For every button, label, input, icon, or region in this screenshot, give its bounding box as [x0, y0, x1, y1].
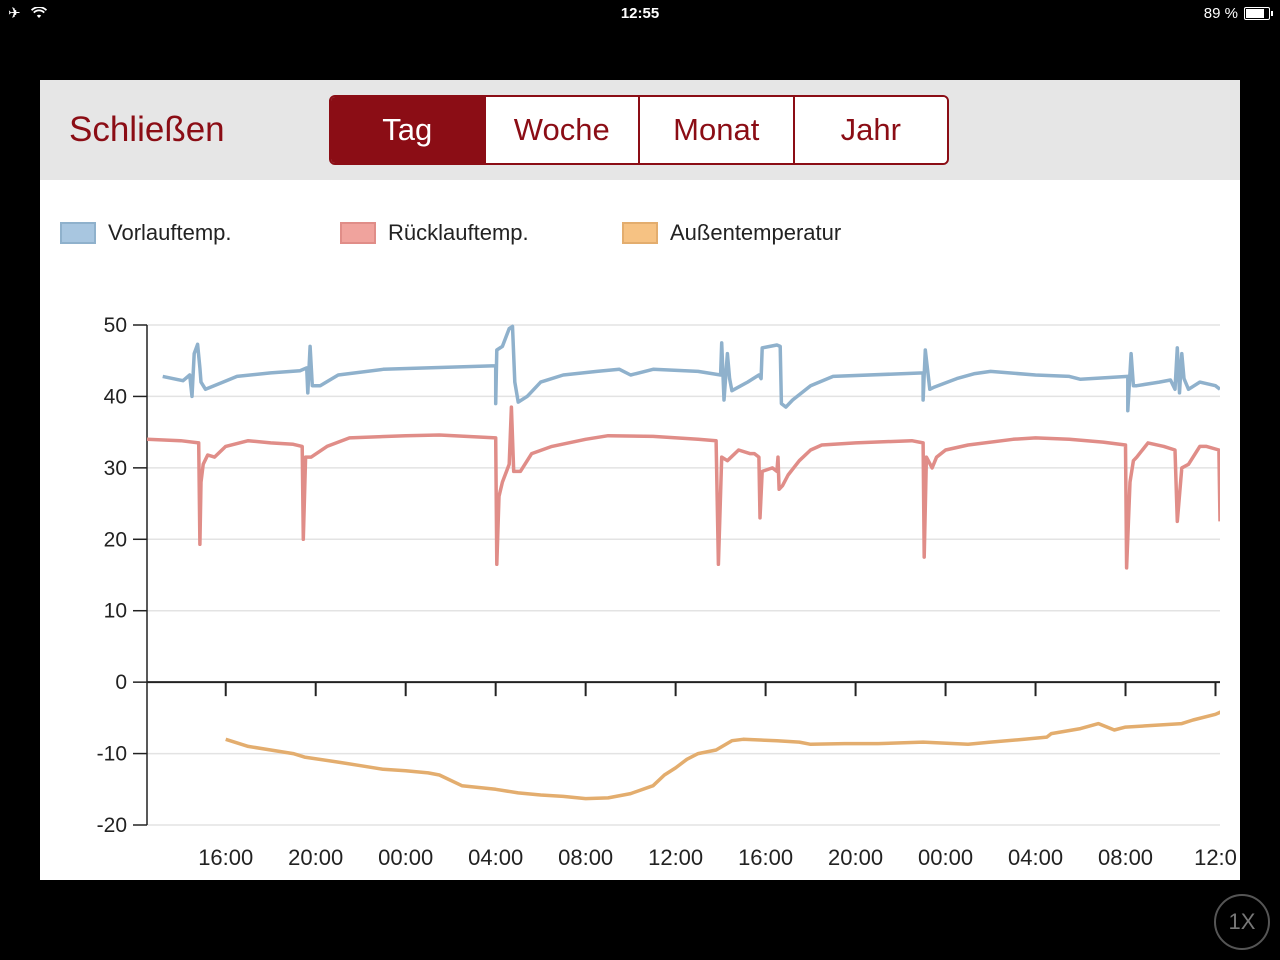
x-tick-label: 00:00 [378, 845, 433, 870]
series-line-aussen [225, 710, 1220, 801]
y-tick-label: 10 [104, 600, 127, 623]
zoom-1x-button[interactable]: 1X [1214, 894, 1270, 950]
y-tick-label: 50 [104, 314, 127, 337]
status-bar: ✈ 12:55 89 % [0, 0, 1280, 26]
x-tick-label: 08:00 [1098, 845, 1153, 870]
x-tick-label: 16:00 [198, 845, 253, 870]
legend-item-ruecklauf[interactable]: Rücklauftemp. [340, 220, 529, 246]
y-tick-label: 30 [104, 457, 127, 480]
y-tick-label: 0 [115, 671, 127, 694]
x-tick-label: 04:00 [468, 845, 523, 870]
x-tick-label: 04:00 [1008, 845, 1063, 870]
series-line-ruecklauf [147, 405, 1220, 570]
status-left: ✈ [8, 4, 47, 22]
airplane-mode-icon: ✈ [8, 5, 21, 22]
y-tick-label: -10 [97, 743, 127, 766]
x-tick-label: 16:00 [738, 845, 793, 870]
legend-item-aussen[interactable]: Außentemperatur [622, 220, 841, 246]
y-tick-label: -20 [97, 814, 127, 837]
tab-tag[interactable]: Tag [331, 97, 484, 163]
legend-label-aussen: Außentemperatur [670, 220, 842, 245]
x-tick-label: 12:00 [648, 845, 703, 870]
battery-percent: 89 % [1203, 5, 1238, 22]
x-tick-label: 08:00 [558, 845, 613, 870]
legend-swatch-vorlauf [60, 222, 96, 244]
x-tick-label: 00:00 [918, 845, 973, 870]
legend-item-vorlauf[interactable]: Vorlauftemp. [60, 220, 232, 246]
x-tick-label: 20:00 [288, 845, 343, 870]
x-tick-label: 20:00 [828, 845, 883, 870]
legend-label-vorlauf: Vorlauftemp. [108, 220, 232, 245]
chart-panel: Schließen Tag Woche Monat Jahr Vorlaufte… [40, 80, 1240, 880]
battery-icon [1244, 7, 1273, 20]
legend-swatch-aussen [622, 222, 658, 244]
tab-woche[interactable]: Woche [483, 97, 638, 163]
period-segmented-control: Tag Woche Monat Jahr [329, 95, 949, 165]
x-tick-label: 12:0 [1194, 845, 1237, 870]
battery-level [1246, 9, 1264, 18]
close-button[interactable]: Schließen [69, 110, 225, 149]
status-right: 89 % [1203, 5, 1273, 22]
legend-label-ruecklauf: Rücklauftemp. [388, 220, 529, 245]
legend-swatch-ruecklauf [340, 222, 376, 244]
status-time: 12:55 [620, 5, 660, 22]
wifi-icon [30, 7, 47, 18]
temperature-chart: -20 -10 0 10 20 30 40 50 16:00 20:00 00:00 04:00 08:… [97, 314, 1237, 870]
toolbar: Schließen Tag Woche Monat Jahr [40, 80, 1240, 180]
y-tick-label: 40 [104, 385, 127, 408]
y-tick-label: 20 [104, 528, 127, 551]
battery-tip [1271, 11, 1273, 16]
tab-jahr[interactable]: Jahr [792, 97, 947, 163]
series-line-vorlauf [162, 324, 1220, 413]
tab-monat[interactable]: Monat [638, 97, 793, 163]
